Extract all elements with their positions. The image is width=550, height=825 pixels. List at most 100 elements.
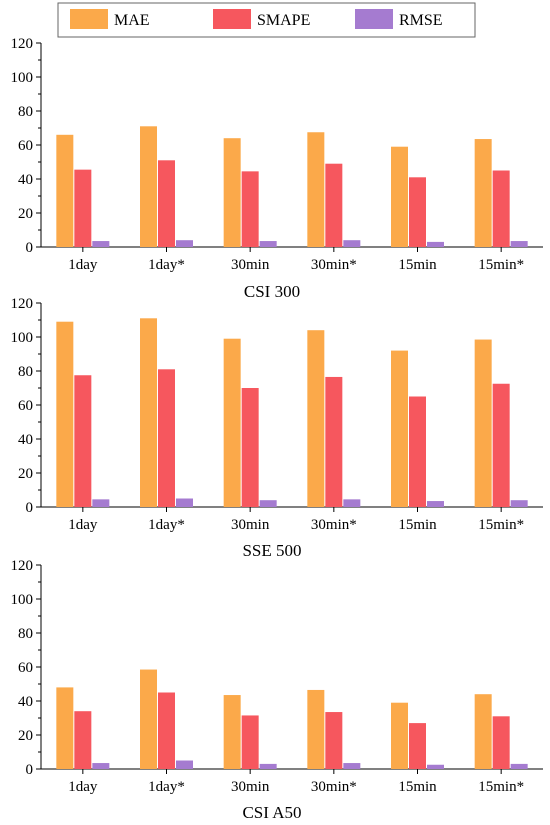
bar-rmse-15min xyxy=(427,241,444,247)
x-tick-label: 1day xyxy=(68,517,98,533)
y-tick-label: 40 xyxy=(18,432,33,448)
bar-rmse-1day xyxy=(92,499,110,507)
y-tick-label: 0 xyxy=(26,762,34,778)
legend-label-mae: MAE xyxy=(114,12,150,29)
bar-smape-30min-star xyxy=(325,163,343,247)
bar-mae-1day xyxy=(56,687,74,769)
bar-smape-1day xyxy=(74,711,92,769)
x-tick-label: 30min xyxy=(231,779,270,795)
bar-rmse-1day-star xyxy=(176,240,193,247)
chart-panel-1: 0 20 40 60 80 100 120 1day 1day* 30min 30min* 15min… xyxy=(11,36,543,301)
y-tick-label: 60 xyxy=(18,660,33,676)
x-tick-label: 1day* xyxy=(148,779,185,795)
y-tick-label: 120 xyxy=(11,296,34,312)
y-tick-label: 20 xyxy=(18,206,33,222)
bar-mae-30min xyxy=(223,338,241,507)
bar-mae-15min-star xyxy=(474,694,492,769)
bar-mae-30min xyxy=(223,695,241,769)
bar-mae-30min-star xyxy=(307,132,325,247)
bar-mae-15min-star xyxy=(474,339,492,507)
bar-smape-1day-star xyxy=(158,692,175,769)
bar-rmse-15min xyxy=(427,764,444,769)
y-tick-label: 60 xyxy=(18,398,33,414)
bar-smape-15min-star xyxy=(492,170,510,247)
bar-smape-30min-star xyxy=(325,376,343,507)
y-tick-label: 0 xyxy=(26,240,34,256)
bar-mae-1day-star xyxy=(140,669,157,769)
bar-smape-30min-star xyxy=(325,712,343,769)
x-tick-label: 30min xyxy=(231,257,270,273)
bar-rmse-30min-star xyxy=(343,499,361,507)
bar-rmse-30min xyxy=(259,500,277,507)
chart-panel-2: 0 20 40 60 80 100 120 1day 1day* 30min 30min* 15min… xyxy=(11,296,543,560)
y-tick-label: 100 xyxy=(11,330,34,346)
y-tick-label: 120 xyxy=(11,558,34,574)
y-tick-label: 0 xyxy=(26,500,34,516)
bar-rmse-30min-star xyxy=(343,240,361,247)
y-tick-label: 20 xyxy=(18,728,33,744)
legend: MAE SMAPE RMSE xyxy=(57,2,476,38)
x-axis-title: CSI A50 xyxy=(242,803,301,822)
bar-smape-15min xyxy=(409,177,426,247)
y-tick-label: 80 xyxy=(18,626,33,642)
bar-mae-30min-star xyxy=(307,689,325,769)
x-tick-label: 15min* xyxy=(478,257,524,273)
bar-smape-30min xyxy=(241,388,259,507)
bar-smape-1day xyxy=(74,375,92,507)
x-tick-label: 15min* xyxy=(478,779,524,795)
bar-mae-1day-star xyxy=(140,126,157,247)
bar-rmse-15min-star xyxy=(510,241,528,247)
legend-swatch-mae xyxy=(70,9,108,29)
chart-panel-3: 0 20 40 60 80 100 120 1day 1day* 30min 30min* 15min… xyxy=(11,558,543,822)
bar-mae-30min-star xyxy=(307,330,325,507)
bar-rmse-15min-star xyxy=(510,763,528,769)
bar-mae-1day-star xyxy=(140,318,157,507)
bar-rmse-1day-star xyxy=(176,498,193,507)
x-tick-label: 1day xyxy=(68,257,98,273)
bar-smape-1day xyxy=(74,169,92,247)
bar-rmse-30min xyxy=(259,241,277,247)
legend-label-smape: SMAPE xyxy=(257,12,310,29)
legend-swatch-smape xyxy=(213,9,251,29)
bar-rmse-1day xyxy=(92,241,110,247)
bar-smape-15min xyxy=(409,723,426,769)
legend-box xyxy=(57,2,476,38)
x-tick-label: 1day* xyxy=(148,257,185,273)
bar-rmse-1day xyxy=(92,763,110,769)
bar-mae-1day xyxy=(56,321,74,507)
x-tick-label: 1day xyxy=(68,779,98,795)
bar-mae-15min xyxy=(391,146,408,247)
bar-rmse-15min xyxy=(427,501,444,507)
bar-smape-1day-star xyxy=(158,369,175,507)
y-tick-label: 80 xyxy=(18,364,33,380)
x-tick-label: 1day* xyxy=(148,517,185,533)
bar-smape-30min xyxy=(241,715,259,769)
chart-panels: 0 20 40 60 80 100 120 1day 1day* 30min 30min* 15min… xyxy=(11,36,543,822)
x-tick-label: 15min xyxy=(398,779,437,795)
y-tick-label: 60 xyxy=(18,138,33,154)
x-tick-label: 30min xyxy=(231,517,270,533)
bar-rmse-1day-star xyxy=(176,760,193,769)
bar-rmse-30min xyxy=(259,763,277,769)
bar-mae-15min xyxy=(391,702,408,769)
bar-mae-1day xyxy=(56,134,74,247)
x-tick-label: 15min xyxy=(398,257,437,273)
x-tick-label: 15min xyxy=(398,517,437,533)
bar-mae-15min xyxy=(391,350,408,507)
bar-smape-1day-star xyxy=(158,160,175,247)
bar-mae-15min-star xyxy=(474,139,492,247)
x-tick-label: 15min* xyxy=(478,517,524,533)
bar-rmse-15min-star xyxy=(510,500,528,507)
x-tick-label: 30min* xyxy=(311,779,357,795)
y-tick-label: 100 xyxy=(11,592,34,608)
x-axis-title: CSI 300 xyxy=(244,282,300,301)
x-tick-label: 30min* xyxy=(311,517,357,533)
y-tick-label: 20 xyxy=(18,466,33,482)
y-tick-label: 40 xyxy=(18,694,33,710)
bar-smape-15min-star xyxy=(492,716,510,769)
bar-mae-30min xyxy=(223,138,241,247)
y-tick-label: 40 xyxy=(18,172,33,188)
legend-label-rmse: RMSE xyxy=(399,12,443,29)
y-tick-label: 100 xyxy=(11,70,34,86)
